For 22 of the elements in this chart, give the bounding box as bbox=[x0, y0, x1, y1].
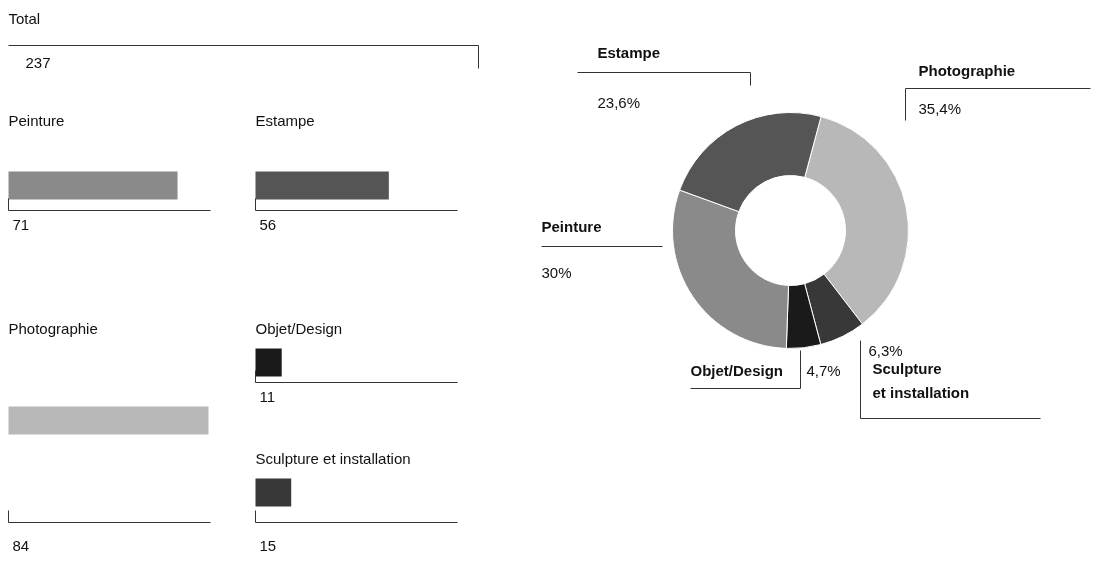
text: Total bbox=[8, 10, 41, 27]
data-label: 56 bbox=[259, 215, 277, 233]
data-label: 30% bbox=[541, 264, 572, 281]
data-label: 84 bbox=[12, 536, 30, 554]
category-label: Peinture bbox=[8, 112, 65, 129]
category-label: Estampe bbox=[255, 112, 315, 129]
data-label: 11 bbox=[259, 387, 276, 405]
slice-label: Peinture bbox=[541, 218, 602, 235]
data-label: 4,7% bbox=[806, 362, 841, 379]
data-label: 6,3% bbox=[868, 342, 903, 359]
data-label: 71 bbox=[12, 215, 30, 233]
category-label: Sculpture et installation bbox=[255, 450, 411, 467]
category-label: Objet/Design bbox=[255, 320, 343, 337]
text: 237 bbox=[25, 53, 51, 71]
slice-label: Photographie bbox=[918, 62, 1016, 79]
slice-label: Objet/Design bbox=[690, 362, 784, 379]
category-label: Photographie bbox=[8, 320, 98, 337]
slice-label: Estampe bbox=[597, 44, 661, 61]
slice-label: Sculpture et installation bbox=[872, 360, 970, 401]
data-label: 35,4% bbox=[918, 100, 962, 117]
data-label: 15 bbox=[259, 536, 277, 554]
data-label: 23,6% bbox=[597, 94, 641, 111]
